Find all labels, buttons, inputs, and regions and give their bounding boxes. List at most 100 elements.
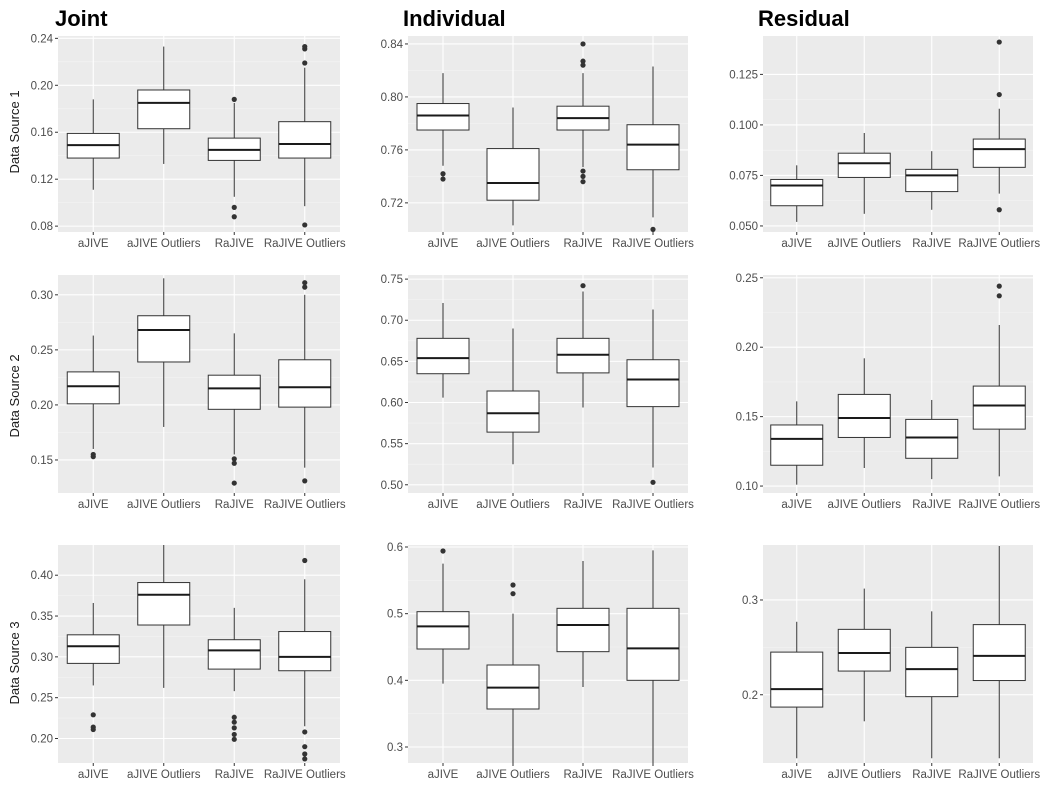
x-tick-label-ajive-outliers: aJIVE Outliers (828, 499, 902, 511)
x-tick-label-ajive: aJIVE (78, 499, 109, 511)
box-iqr (207, 639, 261, 670)
y-tick-label: 0.75 (381, 274, 403, 286)
outlier-point (231, 214, 237, 220)
box-ajive-outliers (137, 545, 191, 688)
outlier-point (302, 756, 308, 762)
y-tick-label: 0.10 (736, 481, 758, 493)
y-tick-label: 0.25 (736, 273, 758, 285)
outlier-point (580, 41, 586, 47)
outlier-point (996, 91, 1002, 98)
x-tick-label-ajive-outliers: aJIVE Outliers (476, 499, 550, 511)
outlier-point (231, 460, 237, 466)
box-rajive-outliers (278, 280, 332, 484)
x-tick-label-rajive-outliers: RaJIVE Outliers (264, 238, 346, 250)
outlier-point (580, 173, 586, 179)
x-tick-label-ajive: aJIVE (428, 769, 459, 781)
box-iqr (416, 103, 470, 131)
x-tick-label-rajive-outliers: RaJIVE Outliers (958, 769, 1040, 781)
box-iqr (556, 607, 610, 653)
box-rajive (905, 151, 959, 210)
box-iqr (972, 138, 1026, 168)
y-tick-label: 0.25 (31, 345, 53, 357)
outlier-point (90, 726, 96, 733)
y-tick-label: 0.55 (381, 439, 403, 451)
panel-data-source-1-residual: 0.050 0.075 0.100 0.125 aJIVE aJIVE Outliers R… (729, 36, 1040, 250)
outlier-point (302, 729, 308, 735)
box-iqr (137, 582, 191, 626)
x-tick-label-ajive: aJIVE (781, 769, 812, 781)
row-title-data-source-3: Data Source 3 (7, 621, 22, 704)
box-rajive (207, 333, 261, 486)
x-tick-label-rajive-outliers: RaJIVE Outliers (612, 238, 694, 250)
box-iqr (626, 607, 680, 681)
outlier-point (302, 557, 308, 564)
panel-data-source-2-joint: 0.15 0.20 0.25 0.30 aJIVE aJIVE Outliers RaJIV… (31, 275, 346, 511)
box-rajive-outliers (972, 39, 1026, 213)
outlier-point (231, 731, 237, 738)
box-iqr (207, 374, 261, 410)
outlier-point (440, 548, 446, 554)
panel-data-source-3-residual: 0.2 0.3 aJIVE aJIVE Outliers RaJIVE RaJIVE Ou… (742, 545, 1040, 781)
y-tick-label: 0.30 (31, 290, 53, 302)
y-tick-label: 0.50 (381, 480, 403, 492)
box-ajive-outliers (837, 132, 891, 214)
y-tick-label: 0.24 (31, 33, 54, 45)
box-iqr (626, 359, 680, 408)
x-tick-label-rajive: RaJIVE (564, 769, 603, 781)
outlier-point (996, 207, 1002, 213)
box-ajive-outliers (137, 46, 191, 164)
box-iqr (66, 634, 120, 664)
panel-data-source-3-joint: 0.20 0.25 0.30 0.35 0.40 aJIVE aJIVE Outliers R… (31, 545, 346, 781)
outlier-point (650, 226, 656, 232)
box-ajive-outliers (837, 358, 891, 469)
outlier-point (231, 725, 237, 731)
box-ajive-outliers (486, 328, 540, 465)
y-tick-label: 0.6 (387, 542, 403, 554)
y-tick-label: 0.70 (381, 315, 403, 327)
outlier-point (996, 293, 1002, 299)
box-rajive (905, 399, 959, 480)
y-tick-label: 0.80 (381, 92, 403, 104)
box-ajive-outliers (486, 107, 540, 226)
panel-data-source-1-individual: 0.72 0.76 0.80 0.84 aJIVE aJIVE Outliers RaJIV… (381, 36, 694, 250)
box-rajive-outliers (626, 66, 680, 232)
y-tick-label: 0.60 (381, 398, 403, 410)
box-iqr (137, 89, 191, 130)
box-iqr (972, 624, 1026, 682)
y-tick-label: 0.20 (31, 400, 53, 412)
box-iqr (137, 315, 191, 363)
outlier-point (231, 96, 237, 102)
row-title-data-source-2: Data Source 2 (7, 354, 22, 437)
outlier-point (231, 736, 237, 742)
box-rajive-outliers (972, 283, 1026, 477)
x-tick-label-ajive: aJIVE (428, 499, 459, 511)
x-tick-label-rajive-outliers: RaJIVE Outliers (612, 499, 694, 511)
outlier-point (302, 478, 308, 484)
outlier-point (302, 280, 308, 286)
box-iqr (416, 337, 470, 375)
y-tick-label: 0.4 (387, 675, 404, 687)
box-iqr (837, 152, 891, 178)
box-rajive (207, 96, 261, 220)
y-tick-label: 0.72 (381, 198, 403, 210)
box-iqr (66, 371, 120, 405)
outlier-point (231, 719, 237, 725)
outlier-point (302, 751, 308, 757)
y-tick-label: 0.075 (729, 170, 758, 182)
box-iqr (770, 651, 824, 708)
panels-group: 0.08 0.12 0.16 0.20 0.24 aJIVE aJIVE Outliers R… (31, 33, 1041, 781)
outlier-point (231, 204, 237, 210)
outlier-point (996, 283, 1002, 289)
y-tick-label: 0.35 (31, 611, 53, 623)
box-iqr (905, 168, 959, 193)
outlier-point (302, 284, 308, 290)
y-tick-label: 0.84 (381, 39, 404, 51)
x-tick-label-rajive-outliers: RaJIVE Outliers (612, 769, 694, 781)
x-tick-label-rajive: RaJIVE (564, 238, 603, 250)
box-iqr (770, 424, 824, 466)
x-tick-label-rajive: RaJIVE (912, 499, 951, 511)
outlier-point (996, 39, 1002, 45)
box-iqr (416, 611, 470, 650)
outlier-point (440, 176, 446, 182)
